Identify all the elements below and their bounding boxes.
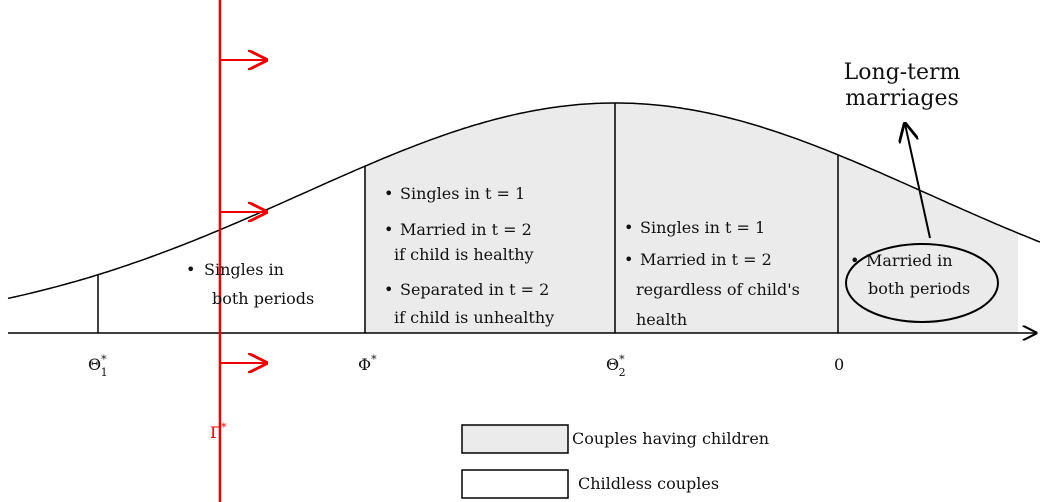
region-text: Married in t = 2 xyxy=(400,220,532,239)
region-1: • Singles in t = 1 • Married in t = 2 if… xyxy=(384,184,554,327)
region-text: regardless of child's xyxy=(636,280,800,299)
axis-label: Φ* xyxy=(358,353,377,374)
highlight-ellipse xyxy=(845,243,999,323)
bullet: • xyxy=(624,218,633,237)
annotation: Long-term xyxy=(844,60,961,85)
axis-label: Θ* 2 xyxy=(606,353,626,379)
sup: * xyxy=(221,421,227,434)
sup: * xyxy=(619,353,625,366)
sup: * xyxy=(101,353,107,366)
bullet: • xyxy=(384,220,393,239)
legend-swatch xyxy=(461,469,569,499)
axis-label: 0 xyxy=(834,355,844,374)
region-text: Separated in t = 2 xyxy=(400,280,549,299)
region-2: • Singles in t = 1 • Married in t = 2 re… xyxy=(624,218,800,329)
threshold-arrows xyxy=(220,60,266,363)
legend-swatch xyxy=(461,424,569,454)
threshold-label: Γ* xyxy=(210,421,227,442)
legend-label: Couples having children xyxy=(572,429,769,448)
annotation-arrow xyxy=(905,124,931,239)
dividers xyxy=(97,103,839,333)
symbol: Φ xyxy=(358,355,371,374)
bullet: • xyxy=(186,260,195,279)
symbol: Γ xyxy=(210,423,221,442)
region-text: Married in xyxy=(866,251,953,270)
region-text: health xyxy=(636,310,687,329)
sub: 2 xyxy=(619,366,626,379)
bullet: • xyxy=(850,251,859,270)
region-text: Singles in xyxy=(204,260,284,279)
region-0: • Singles in both periods xyxy=(186,260,314,308)
region-text: Singles in t = 1 xyxy=(640,218,765,237)
axis-label: Θ* 1 xyxy=(88,353,108,379)
shaded-area xyxy=(365,103,1018,333)
region-text: if child is healthy xyxy=(394,245,534,264)
region-3: • Married in both periods xyxy=(850,251,970,298)
region-text: Singles in t = 1 xyxy=(400,184,525,203)
legend-label: Childless couples xyxy=(578,474,719,493)
region-text: if child is unhealthy xyxy=(394,308,554,327)
bullet: • xyxy=(624,250,633,269)
sub: 1 xyxy=(101,366,108,379)
symbol: Θ xyxy=(606,355,619,374)
region-text: both periods xyxy=(212,289,314,308)
density-curve xyxy=(7,102,1040,300)
sup: * xyxy=(371,353,377,366)
region-text: Married in t = 2 xyxy=(640,250,772,269)
symbol: Θ xyxy=(88,355,101,374)
annotation: marriages xyxy=(845,86,959,111)
bullet: • xyxy=(384,280,393,299)
bullet: • xyxy=(384,184,393,203)
region-text: both periods xyxy=(868,279,970,298)
